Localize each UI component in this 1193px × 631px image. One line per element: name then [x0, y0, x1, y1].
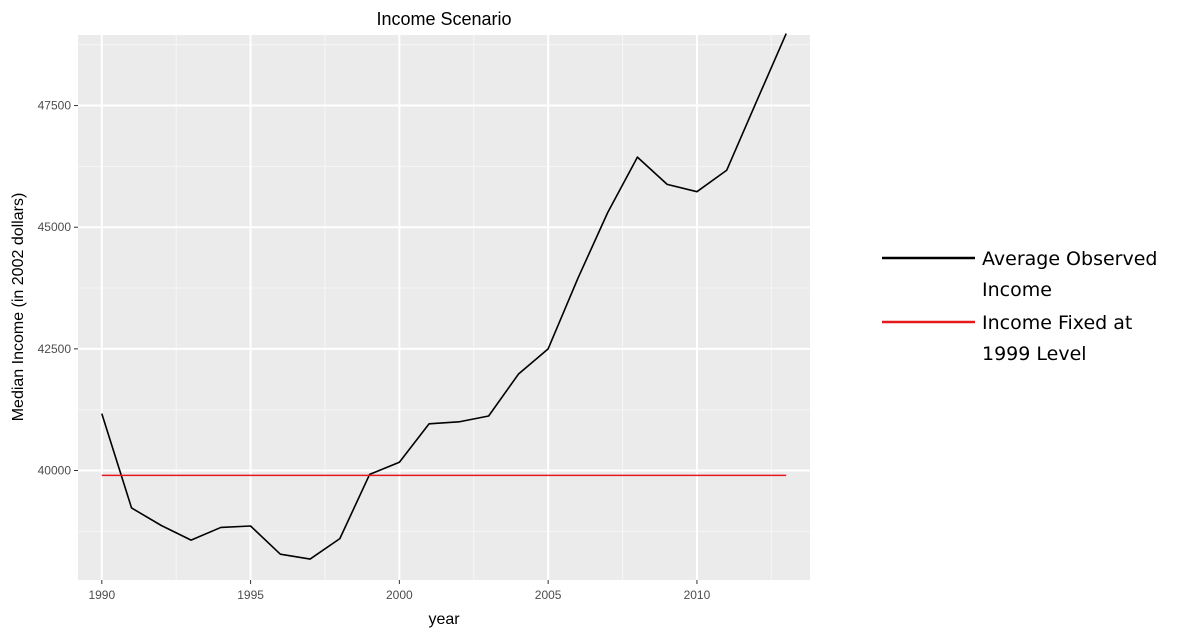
y-tick-label: 42500: [38, 342, 72, 356]
y-axis-title: Median Income (in 2002 dollars): [10, 193, 27, 422]
y-tick-label: 45000: [38, 220, 72, 234]
y-tick-label: 40000: [38, 464, 72, 478]
plot-panel: [78, 35, 810, 580]
legend-label: Average Observed: [982, 248, 1157, 270]
x-tick-label: 1990: [88, 588, 115, 602]
legend: Average Observed Income Income Fixed at 199…: [882, 248, 1157, 365]
chart-title: Income Scenario: [376, 9, 511, 29]
y-tick-label: 47500: [38, 99, 72, 113]
x-tick-label: 2005: [535, 588, 562, 602]
legend-label: Income Fixed at: [982, 312, 1132, 334]
minor-gridlines: [78, 35, 810, 580]
axes-layer: 1990 1995 2000 2005 2010 40000 42500 45000 47500: [38, 99, 711, 602]
x-axis-title: year: [428, 611, 460, 628]
major-gridlines: [78, 35, 810, 580]
legend-label: 1999 Level: [982, 343, 1087, 365]
x-tick-label: 1995: [237, 588, 264, 602]
x-tick-label: 2010: [684, 588, 711, 602]
x-tick-label: 2000: [386, 588, 413, 602]
series-layer: [101, 33, 787, 560]
legend-label: Income: [982, 279, 1052, 301]
series-line-1: [101, 33, 787, 560]
